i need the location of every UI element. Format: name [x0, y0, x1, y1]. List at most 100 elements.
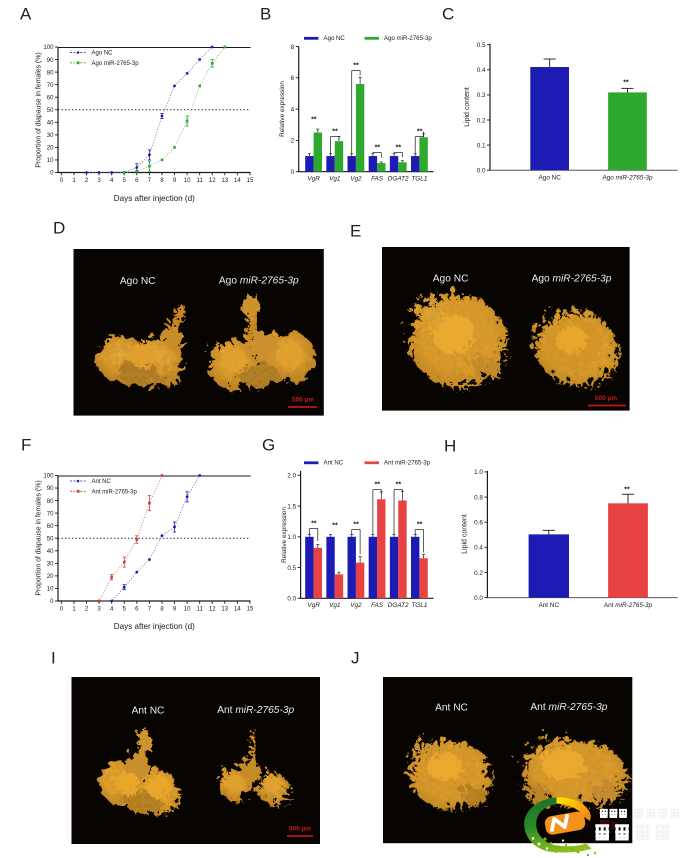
svg-text:0.1: 0.1: [477, 142, 486, 149]
svg-text:0: 0: [60, 606, 64, 612]
svg-text:H: H: [444, 437, 456, 456]
svg-text:Ago miR-2765-3p: Ago miR-2765-3p: [384, 35, 432, 42]
svg-text:Ago NC: Ago NC: [539, 175, 562, 182]
svg-text:A: A: [20, 5, 32, 24]
svg-text:10: 10: [47, 158, 54, 164]
svg-text:1: 1: [72, 606, 76, 612]
svg-text:10: 10: [184, 606, 191, 612]
svg-text:9: 9: [173, 178, 177, 184]
svg-text:Ago miR-2765-3p: Ago miR-2765-3p: [532, 274, 612, 285]
svg-text:Proportion of diapause in fema: Proportion of diapause in females (%): [36, 480, 43, 595]
svg-text:Vg1: Vg1: [329, 602, 341, 609]
svg-text:6: 6: [135, 606, 139, 612]
svg-text:0.0: 0.0: [287, 596, 296, 603]
svg-text:Ant miR-2765-3p: Ant miR-2765-3p: [604, 602, 653, 609]
svg-text:Ant miR-2765-3p: Ant miR-2765-3p: [530, 702, 607, 713]
svg-text:**: **: [332, 129, 338, 136]
svg-text:**: **: [353, 522, 359, 529]
svg-text:14: 14: [234, 606, 241, 612]
svg-text:30: 30: [47, 562, 54, 568]
svg-text:FAS: FAS: [371, 176, 384, 183]
svg-text:**: **: [417, 522, 423, 529]
svg-text:7: 7: [148, 606, 152, 612]
svg-text:10: 10: [184, 178, 191, 184]
svg-text:DGAT2: DGAT2: [388, 602, 409, 609]
svg-text:TGL1: TGL1: [411, 176, 427, 183]
svg-text:Ant NC: Ant NC: [538, 602, 559, 609]
svg-text:8: 8: [160, 606, 164, 612]
svg-text:**: **: [623, 80, 629, 87]
svg-text:Lipid content: Lipid content: [464, 87, 471, 127]
svg-text:13: 13: [221, 606, 228, 612]
svg-text:6: 6: [135, 178, 139, 184]
svg-text:40: 40: [47, 121, 54, 127]
svg-text:2: 2: [85, 178, 89, 184]
svg-text:0: 0: [50, 599, 54, 605]
svg-text:C: C: [442, 5, 454, 24]
svg-text:14: 14: [234, 178, 241, 184]
svg-text:**: **: [311, 521, 317, 528]
svg-text:10: 10: [47, 587, 54, 593]
svg-text:0.6: 0.6: [474, 520, 483, 527]
svg-text:**: **: [396, 145, 402, 152]
svg-text:DGAT2: DGAT2: [388, 176, 409, 183]
svg-text:7: 7: [148, 178, 152, 184]
svg-text:Ago NC: Ago NC: [120, 276, 156, 287]
svg-text:Ant miR-2765-3p: Ant miR-2765-3p: [384, 460, 431, 467]
svg-text:Ant NC: Ant NC: [132, 706, 165, 717]
svg-text:80: 80: [47, 70, 54, 76]
svg-text:**: **: [396, 482, 402, 489]
svg-text:J: J: [351, 649, 360, 668]
svg-text:90: 90: [47, 486, 54, 492]
svg-text:E: E: [350, 222, 361, 241]
svg-text:0.2: 0.2: [477, 117, 486, 124]
svg-text:0.0: 0.0: [477, 168, 486, 175]
svg-text:50: 50: [47, 108, 54, 114]
svg-text:**: **: [311, 117, 317, 124]
svg-text:Proportion of diapause in fema: Proportion of diapause in females (%): [36, 52, 43, 167]
svg-text:FAS: FAS: [371, 602, 384, 609]
svg-text:0.8: 0.8: [474, 494, 483, 501]
svg-text:30: 30: [47, 133, 54, 139]
svg-text:**: **: [624, 487, 630, 494]
svg-text:0.5: 0.5: [287, 565, 296, 572]
svg-text:Days after injection (d): Days after injection (d): [114, 622, 195, 631]
svg-text:80: 80: [47, 499, 54, 505]
svg-text:Vg1: Vg1: [329, 176, 341, 183]
svg-text:5: 5: [123, 606, 127, 612]
svg-text:Ant miR-2765-3p: Ant miR-2765-3p: [92, 489, 138, 495]
svg-text:12: 12: [209, 178, 216, 184]
svg-text:11: 11: [197, 178, 204, 184]
svg-text:2.0: 2.0: [287, 473, 296, 480]
svg-text:20: 20: [47, 146, 54, 152]
svg-text:I: I: [51, 649, 56, 668]
svg-text:100: 100: [43, 474, 54, 480]
svg-text:60: 60: [47, 524, 54, 530]
svg-text:0.4: 0.4: [474, 545, 483, 552]
svg-text:TGL1: TGL1: [411, 602, 427, 609]
svg-text:100: 100: [43, 45, 54, 51]
svg-text:VgR: VgR: [307, 602, 320, 609]
svg-text:1.0: 1.0: [474, 469, 483, 476]
svg-text:70: 70: [47, 511, 54, 517]
svg-text:13: 13: [221, 178, 228, 184]
svg-text:1.0: 1.0: [287, 534, 296, 541]
svg-text:Relative expression: Relative expression: [279, 81, 286, 137]
svg-text:Ant NC: Ant NC: [92, 479, 112, 485]
svg-text:20: 20: [47, 574, 54, 580]
svg-text:60: 60: [47, 95, 54, 101]
svg-text:500 µm: 500 µm: [595, 395, 617, 402]
svg-text:6: 6: [291, 75, 295, 82]
svg-text:0.4: 0.4: [477, 67, 486, 74]
svg-text:Ago miR-2765-3p: Ago miR-2765-3p: [602, 175, 653, 182]
svg-text:0.5: 0.5: [477, 42, 486, 49]
svg-text:3: 3: [97, 606, 101, 612]
svg-text:15: 15: [247, 606, 254, 612]
svg-text:1: 1: [72, 178, 76, 184]
svg-text:0.2: 0.2: [474, 570, 483, 577]
svg-text:**: **: [353, 63, 359, 70]
svg-text:B: B: [260, 5, 271, 24]
svg-text:4: 4: [110, 606, 114, 612]
svg-text:50: 50: [47, 537, 54, 543]
svg-text:5: 5: [123, 178, 127, 184]
